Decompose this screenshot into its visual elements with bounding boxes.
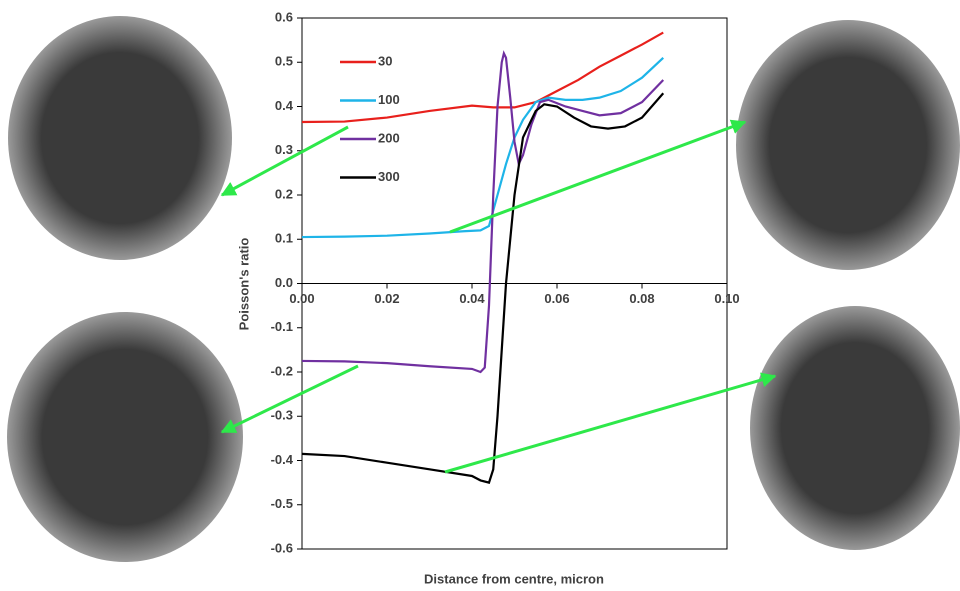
x-tick-label: 0.00 (289, 291, 314, 306)
series-line (301, 31, 664, 124)
series-line (301, 57, 665, 239)
x-axis-label: Distance from centre, micron (424, 571, 604, 586)
series-line (301, 92, 665, 484)
micrograph (750, 306, 960, 550)
legend-label: 200 (378, 130, 400, 145)
legend-label: 100 (378, 92, 400, 107)
y-tick-label: -0.5 (271, 496, 293, 511)
legend-label: 30 (378, 53, 392, 68)
x-tick-label: 0.02 (374, 291, 399, 306)
plot: -0.6 -0.5 -0.4 -0.3 -0.2 -0.1 0.0 0.1 0.2 0.3 0.4 0… (271, 9, 740, 555)
x-tick-label: 0.06 (544, 291, 569, 306)
y-tick-label: -0.6 (271, 540, 293, 555)
legend-label: 300 (378, 169, 400, 184)
y-tick-label: -0.1 (271, 319, 293, 334)
y-tick-label: -0.2 (271, 363, 293, 378)
arrow (444, 372, 777, 474)
micrograph (7, 312, 243, 562)
arrow (449, 119, 747, 234)
y-tick-label: 0.6 (275, 9, 293, 24)
x-tick-label: 0.04 (459, 291, 485, 306)
y-axis-label: Poisson's ratio (236, 238, 251, 331)
micrograph (736, 20, 960, 270)
y-tick-label: 0.5 (275, 54, 293, 69)
x-tick-label: 0.08 (629, 291, 654, 306)
series-line (301, 50, 665, 374)
y-tick-label: 0.2 (275, 186, 293, 201)
arrows (220, 119, 777, 474)
x-tick-label: 0.10 (714, 291, 739, 306)
y-tick-label: 0.1 (275, 231, 293, 246)
y-tick-label: 0.4 (275, 98, 294, 113)
arrow (220, 364, 359, 434)
micrograph (8, 16, 232, 260)
y-tick-label: 0.0 (275, 275, 293, 290)
y-tick-label: -0.4 (271, 452, 294, 467)
micrographs (7, 16, 960, 562)
arrow (220, 125, 349, 197)
y-tick-label: 0.3 (275, 142, 293, 157)
y-tick-label: -0.3 (271, 408, 293, 423)
